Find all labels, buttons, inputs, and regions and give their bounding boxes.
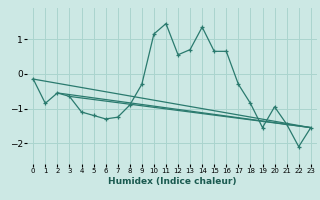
X-axis label: Humidex (Indice chaleur): Humidex (Indice chaleur)	[108, 177, 236, 186]
